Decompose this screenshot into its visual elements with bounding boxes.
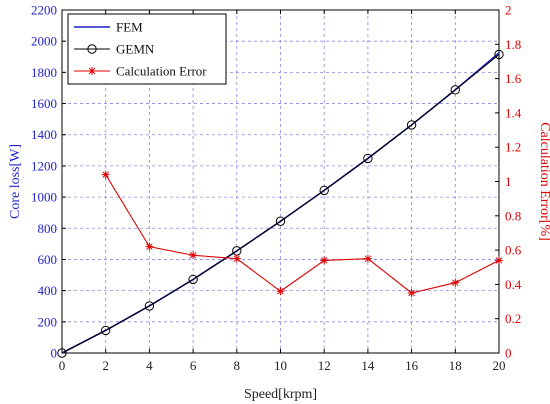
data-point-circle bbox=[275, 216, 286, 226]
y-left-tick-label: 0 bbox=[51, 346, 58, 361]
y-left-tick-label: 1800 bbox=[31, 65, 57, 80]
series-calculation-error bbox=[101, 170, 503, 297]
x-tick-label: 4 bbox=[146, 358, 153, 373]
data-point-star bbox=[145, 242, 154, 251]
data-point-star bbox=[101, 170, 110, 179]
y-left-tick-label: 600 bbox=[38, 252, 58, 267]
series-gemn bbox=[57, 49, 504, 358]
legend-label: GEMN bbox=[116, 42, 155, 57]
x-tick-label: 18 bbox=[449, 358, 462, 373]
legend-marker-star bbox=[88, 67, 96, 75]
y-right-tick-label: 0 bbox=[505, 346, 512, 361]
legend-item: Calculation Error bbox=[74, 64, 207, 79]
x-tick-label: 12 bbox=[318, 358, 331, 373]
y-right-tick-label: 1.6 bbox=[505, 71, 522, 86]
data-point-star bbox=[451, 278, 460, 287]
data-point-circle bbox=[144, 301, 155, 311]
y-right-tick-label: 0.6 bbox=[505, 243, 522, 258]
x-tick-label: 6 bbox=[190, 358, 197, 373]
tick-labels: 0 2 4 6 8 10 12 14 16 18 2002004006008001000120014… bbox=[31, 3, 522, 374]
y-right-tick-label: 0.8 bbox=[505, 208, 521, 223]
y-left-tick-label: 1600 bbox=[31, 96, 57, 111]
x-tick-label: 20 bbox=[493, 358, 506, 373]
x-tick-label: 0 bbox=[59, 358, 66, 373]
y-left-tick-label: 1200 bbox=[31, 158, 57, 173]
data-point-circle bbox=[494, 49, 504, 60]
data-point-circle bbox=[188, 274, 198, 285]
y-left-tick-label: 1400 bbox=[31, 127, 57, 142]
data-point-circle bbox=[319, 185, 329, 196]
legend-label: FEM bbox=[116, 20, 143, 35]
y-left-tick-label: 2200 bbox=[31, 3, 57, 18]
x-tick-label: 16 bbox=[405, 358, 419, 373]
y-right-tick-label: 1.2 bbox=[505, 140, 521, 155]
data-point-circle bbox=[363, 153, 373, 164]
data-point-star bbox=[407, 288, 416, 297]
y-left-tick-label: 400 bbox=[38, 283, 58, 298]
data-point-star bbox=[276, 287, 285, 296]
data-point-circle bbox=[406, 120, 417, 130]
data-point-star bbox=[320, 256, 329, 265]
y-right-tick-label: 1.8 bbox=[505, 37, 521, 52]
x-tick-label: 10 bbox=[274, 358, 287, 373]
series-line bbox=[61, 54, 500, 354]
series-line bbox=[105, 174, 500, 294]
x-tick-label: 14 bbox=[361, 358, 375, 373]
y-right-tick-label: 1.4 bbox=[505, 105, 522, 120]
legend: FEM GEMN Calculation Error bbox=[67, 13, 227, 85]
legend-item: FEM bbox=[74, 20, 143, 35]
data-point-star bbox=[232, 254, 241, 263]
data-point-star bbox=[495, 256, 503, 265]
x-tick-label: 2 bbox=[102, 358, 109, 373]
y-left-tick-label: 1000 bbox=[31, 190, 57, 205]
y-left-tick-label: 2000 bbox=[31, 34, 57, 49]
series-layer bbox=[57, 49, 504, 358]
data-point-star bbox=[363, 254, 372, 263]
data-point-circle bbox=[450, 85, 460, 95]
y-left-tick-label: 800 bbox=[38, 221, 58, 236]
data-point-circle bbox=[57, 348, 67, 358]
y-left-tick-label: 200 bbox=[38, 314, 58, 329]
y-axis-right-label: Calculation Error[%] bbox=[537, 122, 550, 241]
x-axis-label: Speed[krpm] bbox=[244, 387, 317, 402]
data-point-star bbox=[189, 251, 198, 260]
legend-marker-circle bbox=[87, 44, 97, 54]
x-tick-label: 8 bbox=[234, 358, 241, 373]
y-right-tick-label: 0.2 bbox=[505, 311, 521, 326]
y-right-tick-label: 0.4 bbox=[505, 277, 522, 292]
y-axis-left-label: Core loss[W] bbox=[8, 144, 23, 219]
data-point-circle bbox=[101, 325, 111, 336]
y-right-tick-label: 1 bbox=[505, 174, 512, 189]
legend-label: Calculation Error bbox=[116, 64, 207, 79]
y-right-tick-label: 2 bbox=[505, 3, 512, 18]
legend-item: GEMN bbox=[74, 42, 155, 57]
